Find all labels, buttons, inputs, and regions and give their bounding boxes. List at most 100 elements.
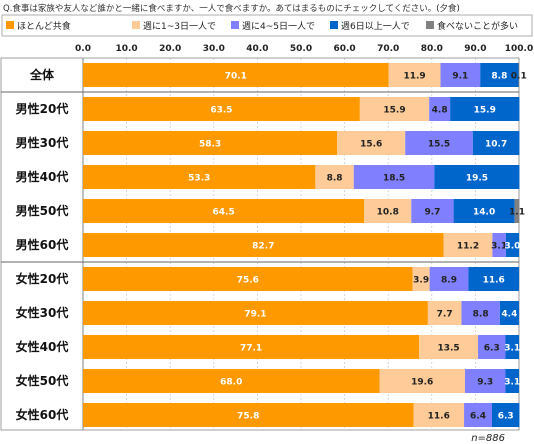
bar-segment [83, 131, 338, 155]
bar-segment [412, 267, 430, 291]
data-label: 77.1 [240, 344, 262, 354]
category-label: 女性60代 [16, 407, 69, 422]
data-label: 4.4 [501, 310, 517, 320]
bar-segment [450, 97, 520, 121]
data-label: 7.7 [437, 310, 453, 320]
bar-segment [434, 165, 520, 189]
data-label: 8.8 [327, 174, 343, 184]
data-label: 8.8 [491, 72, 507, 82]
data-label: 11.2 [457, 242, 479, 252]
x-tick-label: 90.0 [464, 44, 486, 54]
bar-segment [359, 97, 430, 121]
legend-label: 週に4~5日一人で [242, 21, 315, 32]
data-label: 68.0 [220, 378, 242, 388]
data-label: 15.9 [383, 106, 405, 116]
bar-segment [492, 233, 506, 257]
legend: ほとんど共食 週に1~3日一人で 週に4~5日一人で 週6日以上一人で 食べないことが多… [1, 14, 533, 37]
data-label: 8.8 [473, 310, 489, 320]
data-label: 6.4 [470, 412, 486, 422]
bar-segment [83, 233, 444, 257]
bar-segment [461, 301, 500, 325]
bar-segment [464, 369, 506, 393]
category-label: 男性60代 [16, 237, 69, 252]
category-label: 女性30代 [16, 305, 69, 320]
data-label: 6.3 [498, 412, 514, 422]
data-label: 19.5 [466, 174, 488, 184]
bar-segment [427, 301, 462, 325]
data-label: 82.7 [252, 242, 274, 252]
bar-segment [440, 63, 481, 87]
x-tick-label: 60.0 [333, 44, 355, 54]
data-label: 0.1 [511, 72, 527, 82]
bar-segment [468, 267, 519, 291]
data-label: 63.5 [210, 106, 232, 116]
data-label: 64.5 [213, 208, 235, 218]
bar-segment [480, 63, 519, 87]
data-label: 75.8 [237, 412, 259, 422]
bar-segment [505, 369, 519, 393]
bar-segment [83, 403, 414, 427]
data-label: 10.7 [485, 140, 507, 150]
x-tick-label: 70.0 [377, 44, 399, 54]
legend-label: 週に1~3日一人で [143, 21, 216, 32]
x-tick-label: 30.0 [203, 44, 225, 54]
legend-swatch [330, 21, 338, 29]
data-label: 9.7 [424, 208, 440, 218]
legend-swatch [132, 21, 140, 29]
x-tick-label: 40.0 [246, 44, 268, 54]
bar-segment [83, 301, 428, 325]
category-label: 女性50代 [16, 373, 69, 388]
data-label: 15.9 [474, 106, 496, 116]
x-tick-label: 80.0 [421, 44, 443, 54]
bar-segment [491, 403, 520, 427]
legend-swatch [426, 21, 434, 29]
bar-segment [443, 233, 493, 257]
data-label: 3.1 [491, 242, 507, 252]
bar-segment [364, 199, 412, 223]
data-label: 6.3 [484, 344, 500, 354]
data-label: 53.3 [188, 174, 210, 184]
data-label: 13.5 [437, 344, 459, 354]
bar-segment [83, 165, 316, 189]
sample-size-note: n=886 [471, 433, 505, 444]
x-tick-label: 10.0 [115, 44, 137, 54]
category-label: 男性40代 [16, 169, 69, 184]
x-tick-label: 0.0 [75, 44, 91, 54]
data-label: 14.0 [473, 208, 495, 218]
legend-label: 食べないことが多い [437, 20, 518, 32]
bar-segment [505, 335, 519, 359]
bars: 70.1 11.9 9.1 8.8 0.1 63.5 15.9 4.8 15.9 58.3 15.6… [83, 63, 527, 427]
x-tick-label: 50.0 [290, 44, 312, 54]
bar-segment [464, 403, 492, 427]
x-tick-label: 20.0 [159, 44, 181, 54]
category-label: 男性20代 [16, 101, 69, 116]
category-label: 全体 [29, 67, 55, 82]
category-label: 男性50代 [16, 203, 69, 218]
legend-swatch [6, 21, 14, 29]
bar-segment [411, 199, 454, 223]
data-label: 18.5 [383, 174, 405, 184]
bar-segment [472, 131, 520, 155]
legend-label: 週6日以上一人で [341, 21, 410, 32]
bar-segment [429, 267, 469, 291]
data-label: 4.8 [432, 106, 448, 116]
data-label: 8.9 [441, 276, 457, 286]
bar-segment [83, 63, 389, 87]
bar-segment [453, 199, 515, 223]
bar-segment [83, 199, 365, 223]
bar-segment [505, 233, 519, 257]
bar-segment [413, 403, 465, 427]
data-label: 15.6 [360, 140, 382, 150]
bar-segment [83, 97, 360, 121]
data-label: 75.6 [237, 276, 259, 286]
bar-segment [83, 335, 420, 359]
bar-segment [315, 165, 354, 189]
bar-segment [478, 335, 506, 359]
bar-segment [83, 267, 413, 291]
category-label: 女性20代 [16, 271, 69, 286]
data-label: 19.6 [411, 378, 433, 388]
legend-swatch [231, 21, 239, 29]
bar-segment [429, 97, 451, 121]
data-label: 3.1 [504, 378, 520, 388]
data-label: 1.1 [509, 208, 525, 218]
